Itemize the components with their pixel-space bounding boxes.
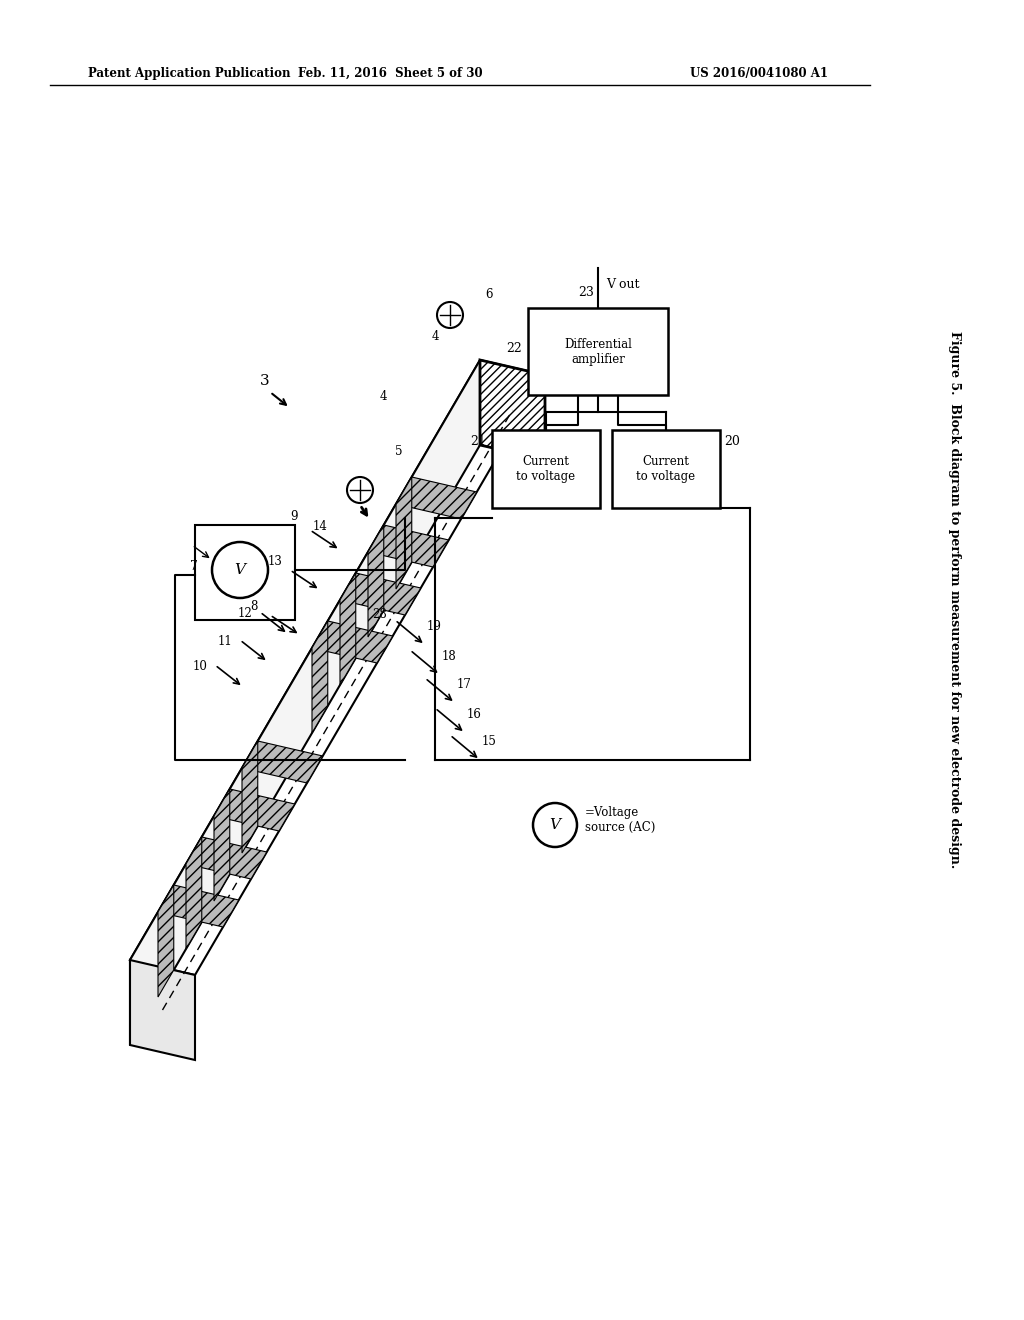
Text: Figure 5.  Block diagram to perform measurement for new electrode design.: Figure 5. Block diagram to perform measu… (948, 331, 962, 869)
Polygon shape (396, 477, 477, 519)
Circle shape (212, 543, 268, 598)
Text: 9: 9 (290, 510, 298, 523)
Polygon shape (368, 525, 449, 568)
Polygon shape (130, 360, 480, 1045)
Polygon shape (528, 308, 668, 395)
Circle shape (534, 803, 577, 847)
Polygon shape (312, 620, 328, 733)
Polygon shape (492, 430, 600, 508)
Circle shape (347, 477, 373, 503)
Text: 23: 23 (578, 286, 594, 300)
Text: 4: 4 (432, 330, 439, 343)
Text: V out: V out (606, 279, 640, 290)
Text: Differential
amplifier: Differential amplifier (564, 338, 632, 366)
Text: US 2016/0041080 A1: US 2016/0041080 A1 (690, 66, 828, 79)
Text: 12: 12 (238, 607, 253, 620)
Polygon shape (340, 573, 421, 615)
Text: 21: 21 (470, 436, 485, 447)
Polygon shape (130, 960, 195, 1060)
Text: Feb. 11, 2016  Sheet 5 of 30: Feb. 11, 2016 Sheet 5 of 30 (298, 66, 482, 79)
Text: 6: 6 (485, 288, 493, 301)
Text: 15: 15 (482, 735, 497, 748)
Polygon shape (396, 477, 412, 589)
Text: 3: 3 (260, 374, 269, 388)
Text: V: V (234, 564, 246, 577)
Polygon shape (158, 884, 239, 927)
Polygon shape (130, 360, 545, 975)
Text: 11: 11 (218, 635, 232, 648)
Text: 20: 20 (724, 436, 740, 447)
Polygon shape (340, 573, 355, 685)
Polygon shape (480, 360, 545, 459)
Polygon shape (242, 741, 258, 853)
Text: 22: 22 (506, 342, 522, 355)
Text: 8: 8 (250, 601, 257, 612)
Polygon shape (186, 837, 266, 879)
Text: 14: 14 (313, 520, 328, 533)
Text: V: V (550, 818, 560, 832)
Polygon shape (158, 884, 174, 997)
Text: Patent Application Publication: Patent Application Publication (88, 66, 291, 79)
Circle shape (437, 302, 463, 327)
Text: 16: 16 (467, 708, 482, 721)
Text: 13: 13 (268, 554, 283, 568)
Polygon shape (612, 430, 720, 508)
Text: =Voltage
source (AC): =Voltage source (AC) (585, 807, 655, 834)
Text: 7: 7 (190, 560, 198, 573)
Polygon shape (214, 789, 229, 902)
Polygon shape (214, 789, 295, 832)
Text: 10: 10 (193, 660, 208, 673)
Text: Current
to voltage: Current to voltage (516, 455, 575, 483)
Polygon shape (242, 741, 323, 783)
Text: 28: 28 (372, 609, 387, 620)
Text: Current
to voltage: Current to voltage (637, 455, 695, 483)
Text: 19: 19 (427, 620, 442, 634)
Text: 4: 4 (380, 389, 387, 403)
Text: 17: 17 (457, 678, 472, 690)
Polygon shape (368, 525, 384, 638)
Text: 18: 18 (442, 649, 457, 663)
Polygon shape (312, 620, 393, 663)
Polygon shape (186, 837, 202, 949)
Text: 5: 5 (395, 445, 402, 458)
